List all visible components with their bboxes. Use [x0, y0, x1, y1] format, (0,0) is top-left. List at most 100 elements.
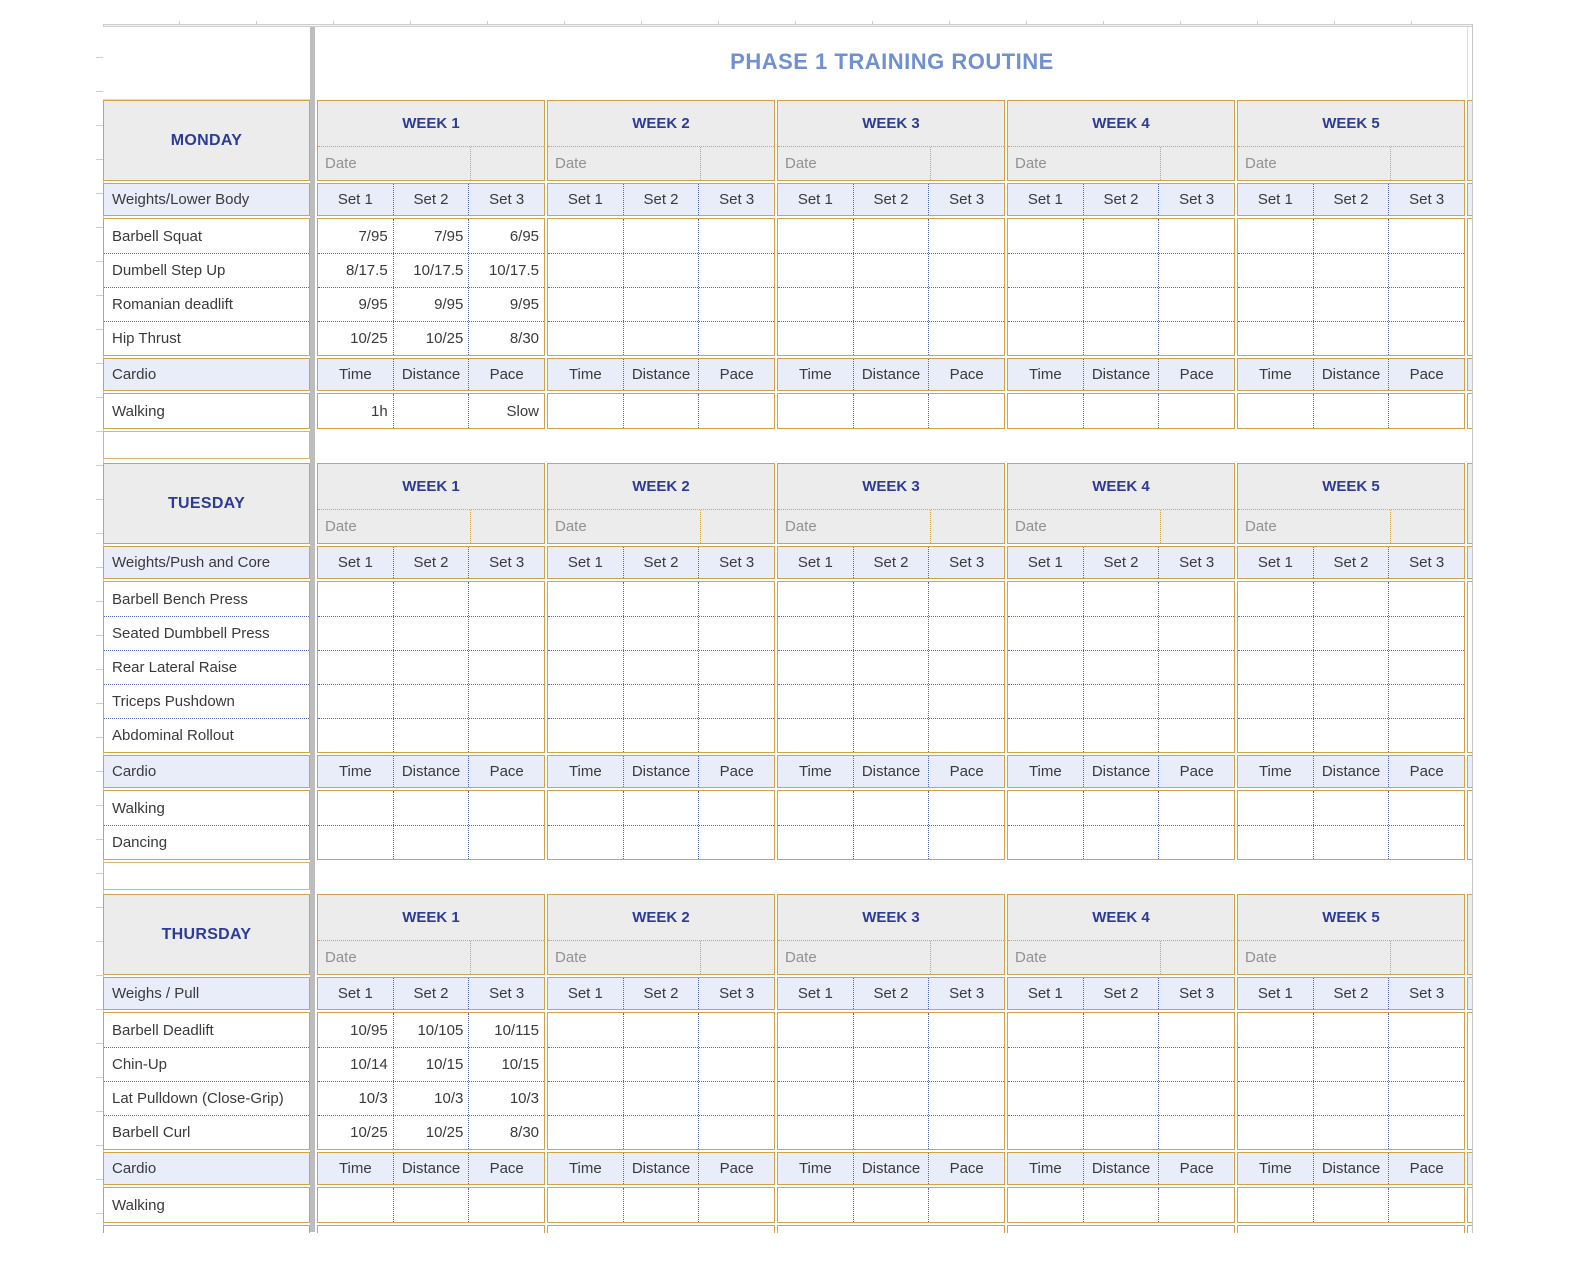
cardio-exercise-value-cell[interactable]: [622, 826, 699, 859]
exercise-value-cell[interactable]: [778, 288, 853, 321]
exercise-value-cell[interactable]: [698, 219, 774, 253]
exercise-value-cell[interactable]: [1388, 219, 1464, 253]
strength-header-cell[interactable]: Set 1: [797, 985, 833, 1002]
date-cell[interactable]: [1390, 941, 1464, 974]
exercise-value-cell[interactable]: 10/105: [392, 1013, 469, 1047]
cardio-label-cell[interactable]: Cardio: [103, 1152, 310, 1185]
day-cell[interactable]: MONDAY: [103, 100, 310, 181]
strength-header-cell[interactable]: Set 3: [928, 547, 1004, 578]
exercise-value-cell[interactable]: [392, 582, 469, 616]
cardio-exercise-value-cell[interactable]: [698, 394, 774, 428]
exercise-value-cell[interactable]: [548, 685, 623, 718]
exercise-value-cell[interactable]: 10/25: [350, 330, 388, 347]
exercise-value-cell[interactable]: [852, 685, 929, 718]
cardio-exercise-value-cell[interactable]: [1008, 826, 1083, 859]
exercise-value-cell[interactable]: [1158, 322, 1234, 355]
strength-label-cell[interactable]: Weights/Lower Body: [103, 183, 310, 216]
date-cell[interactable]: [700, 941, 774, 974]
exercise-value-cell[interactable]: 7/95: [392, 219, 469, 253]
strength-header-cell[interactable]: Set 2: [392, 978, 469, 1009]
exercise-value-cell[interactable]: [392, 651, 469, 684]
exercise-value-cell[interactable]: [318, 617, 393, 650]
day-cell[interactable]: TUESDAY: [103, 463, 310, 544]
exercise-value-cell[interactable]: [1388, 288, 1464, 321]
exercise-value-cell[interactable]: [1238, 1116, 1313, 1149]
exercise-value-cell[interactable]: [928, 219, 1004, 253]
exercise-value-cell[interactable]: [548, 719, 623, 752]
exercise-value-cell[interactable]: [622, 582, 699, 616]
cardio-exercise-value-cell[interactable]: [928, 791, 1004, 825]
exercise-value-cell[interactable]: 9/95: [468, 288, 544, 321]
exercise-value-cell[interactable]: [1158, 219, 1234, 253]
date-cell[interactable]: Date: [325, 949, 357, 966]
strength-header-cell[interactable]: Set 3: [698, 547, 774, 578]
exercise-value-cell[interactable]: [548, 617, 623, 650]
exercise-value-cell[interactable]: [852, 719, 929, 752]
date-cell[interactable]: Date: [555, 155, 587, 172]
cardio-header-cell[interactable]: Distance: [392, 359, 469, 390]
cardio-exercise-label[interactable]: Walking: [112, 799, 165, 817]
exercise-value-cell[interactable]: [548, 254, 623, 287]
exercise-label[interactable]: Lat Pulldown (Close-Grip): [104, 1081, 309, 1115]
exercise-value-cell[interactable]: 10/25: [350, 1124, 388, 1141]
exercise-value-cell[interactable]: [548, 582, 623, 616]
week-header-cell[interactable]: WEEK 5 Date: [1237, 463, 1465, 544]
date-cell[interactable]: Date: [1245, 155, 1277, 172]
exercise-value-cell[interactable]: [1388, 1116, 1464, 1149]
date-cell[interactable]: Date: [1015, 155, 1047, 172]
strength-header-cell[interactable]: Set 1: [337, 191, 373, 208]
cardio-exercise-label[interactable]: Dancing: [104, 825, 309, 859]
exercise-value-cell[interactable]: [1158, 1082, 1234, 1115]
cardio-label-cell[interactable]: Cardio: [103, 755, 310, 788]
exercise-value-cell[interactable]: [548, 1082, 623, 1115]
exercise-value-cell[interactable]: [1238, 617, 1313, 650]
exercise-value-cell[interactable]: [928, 617, 1004, 650]
exercise-value-cell[interactable]: [622, 719, 699, 752]
strength-header-cell[interactable]: Set 2: [852, 184, 929, 215]
week-header-cell[interactable]: WEEK 1 Date: [317, 100, 545, 181]
cardio-exercise-value-cell[interactable]: [1158, 826, 1234, 859]
exercise-value-cell[interactable]: [1388, 1082, 1464, 1115]
exercise-value-cell[interactable]: [622, 219, 699, 253]
strength-header-cell[interactable]: Set 2: [622, 978, 699, 1009]
strength-header-cell[interactable]: Set 2: [392, 547, 469, 578]
strength-header-cell[interactable]: Set 3: [698, 978, 774, 1009]
exercise-value-cell[interactable]: [1082, 322, 1159, 355]
exercise-value-cell[interactable]: [778, 1048, 853, 1081]
exercise-value-cell[interactable]: [852, 617, 929, 650]
date-cell[interactable]: [1390, 510, 1464, 543]
exercise-value-cell[interactable]: [1082, 651, 1159, 684]
exercise-value-cell[interactable]: [698, 651, 774, 684]
spacer-cell[interactable]: [103, 862, 310, 890]
cardio-exercise-value-cell[interactable]: [1388, 826, 1464, 859]
date-cell[interactable]: [700, 510, 774, 543]
exercise-value-cell[interactable]: 10/25: [392, 322, 469, 355]
cardio-header-cell[interactable]: Pace: [698, 756, 774, 787]
cardio-exercise-value-cell[interactable]: 1h: [370, 402, 388, 420]
date-cell[interactable]: Date: [325, 518, 357, 535]
exercise-value-cell[interactable]: 9/95: [392, 288, 469, 321]
exercise-value-cell[interactable]: [1158, 1048, 1234, 1081]
strength-header-cell[interactable]: Set 1: [337, 985, 373, 1002]
exercise-value-cell[interactable]: [1312, 322, 1389, 355]
exercise-value-cell[interactable]: 9/95: [358, 296, 388, 313]
exercise-value-cell[interactable]: [622, 617, 699, 650]
cardio-header-cell[interactable]: Time: [1258, 1160, 1292, 1177]
exercise-value-cell[interactable]: 10/17.5: [468, 254, 544, 287]
exercise-label[interactable]: Hip Thrust: [104, 321, 309, 355]
strength-label-cell[interactable]: Weights/Push and Core: [103, 546, 310, 579]
exercise-value-cell[interactable]: [1312, 288, 1389, 321]
date-cell[interactable]: [1390, 147, 1464, 180]
exercise-value-cell[interactable]: [622, 685, 699, 718]
exercise-value-cell[interactable]: [548, 1013, 623, 1047]
strength-header-cell[interactable]: Set 1: [1027, 985, 1063, 1002]
exercise-value-cell[interactable]: [468, 685, 544, 718]
cardio-exercise-value-cell[interactable]: [778, 1188, 853, 1222]
exercise-value-cell[interactable]: [1238, 1082, 1313, 1115]
exercise-value-cell[interactable]: [1158, 288, 1234, 321]
date-cell[interactable]: Date: [325, 155, 357, 172]
exercise-value-cell[interactable]: [778, 219, 853, 253]
exercise-value-cell[interactable]: [548, 219, 623, 253]
strength-header-cell[interactable]: Set 3: [1388, 978, 1464, 1009]
exercise-value-cell[interactable]: [928, 719, 1004, 752]
